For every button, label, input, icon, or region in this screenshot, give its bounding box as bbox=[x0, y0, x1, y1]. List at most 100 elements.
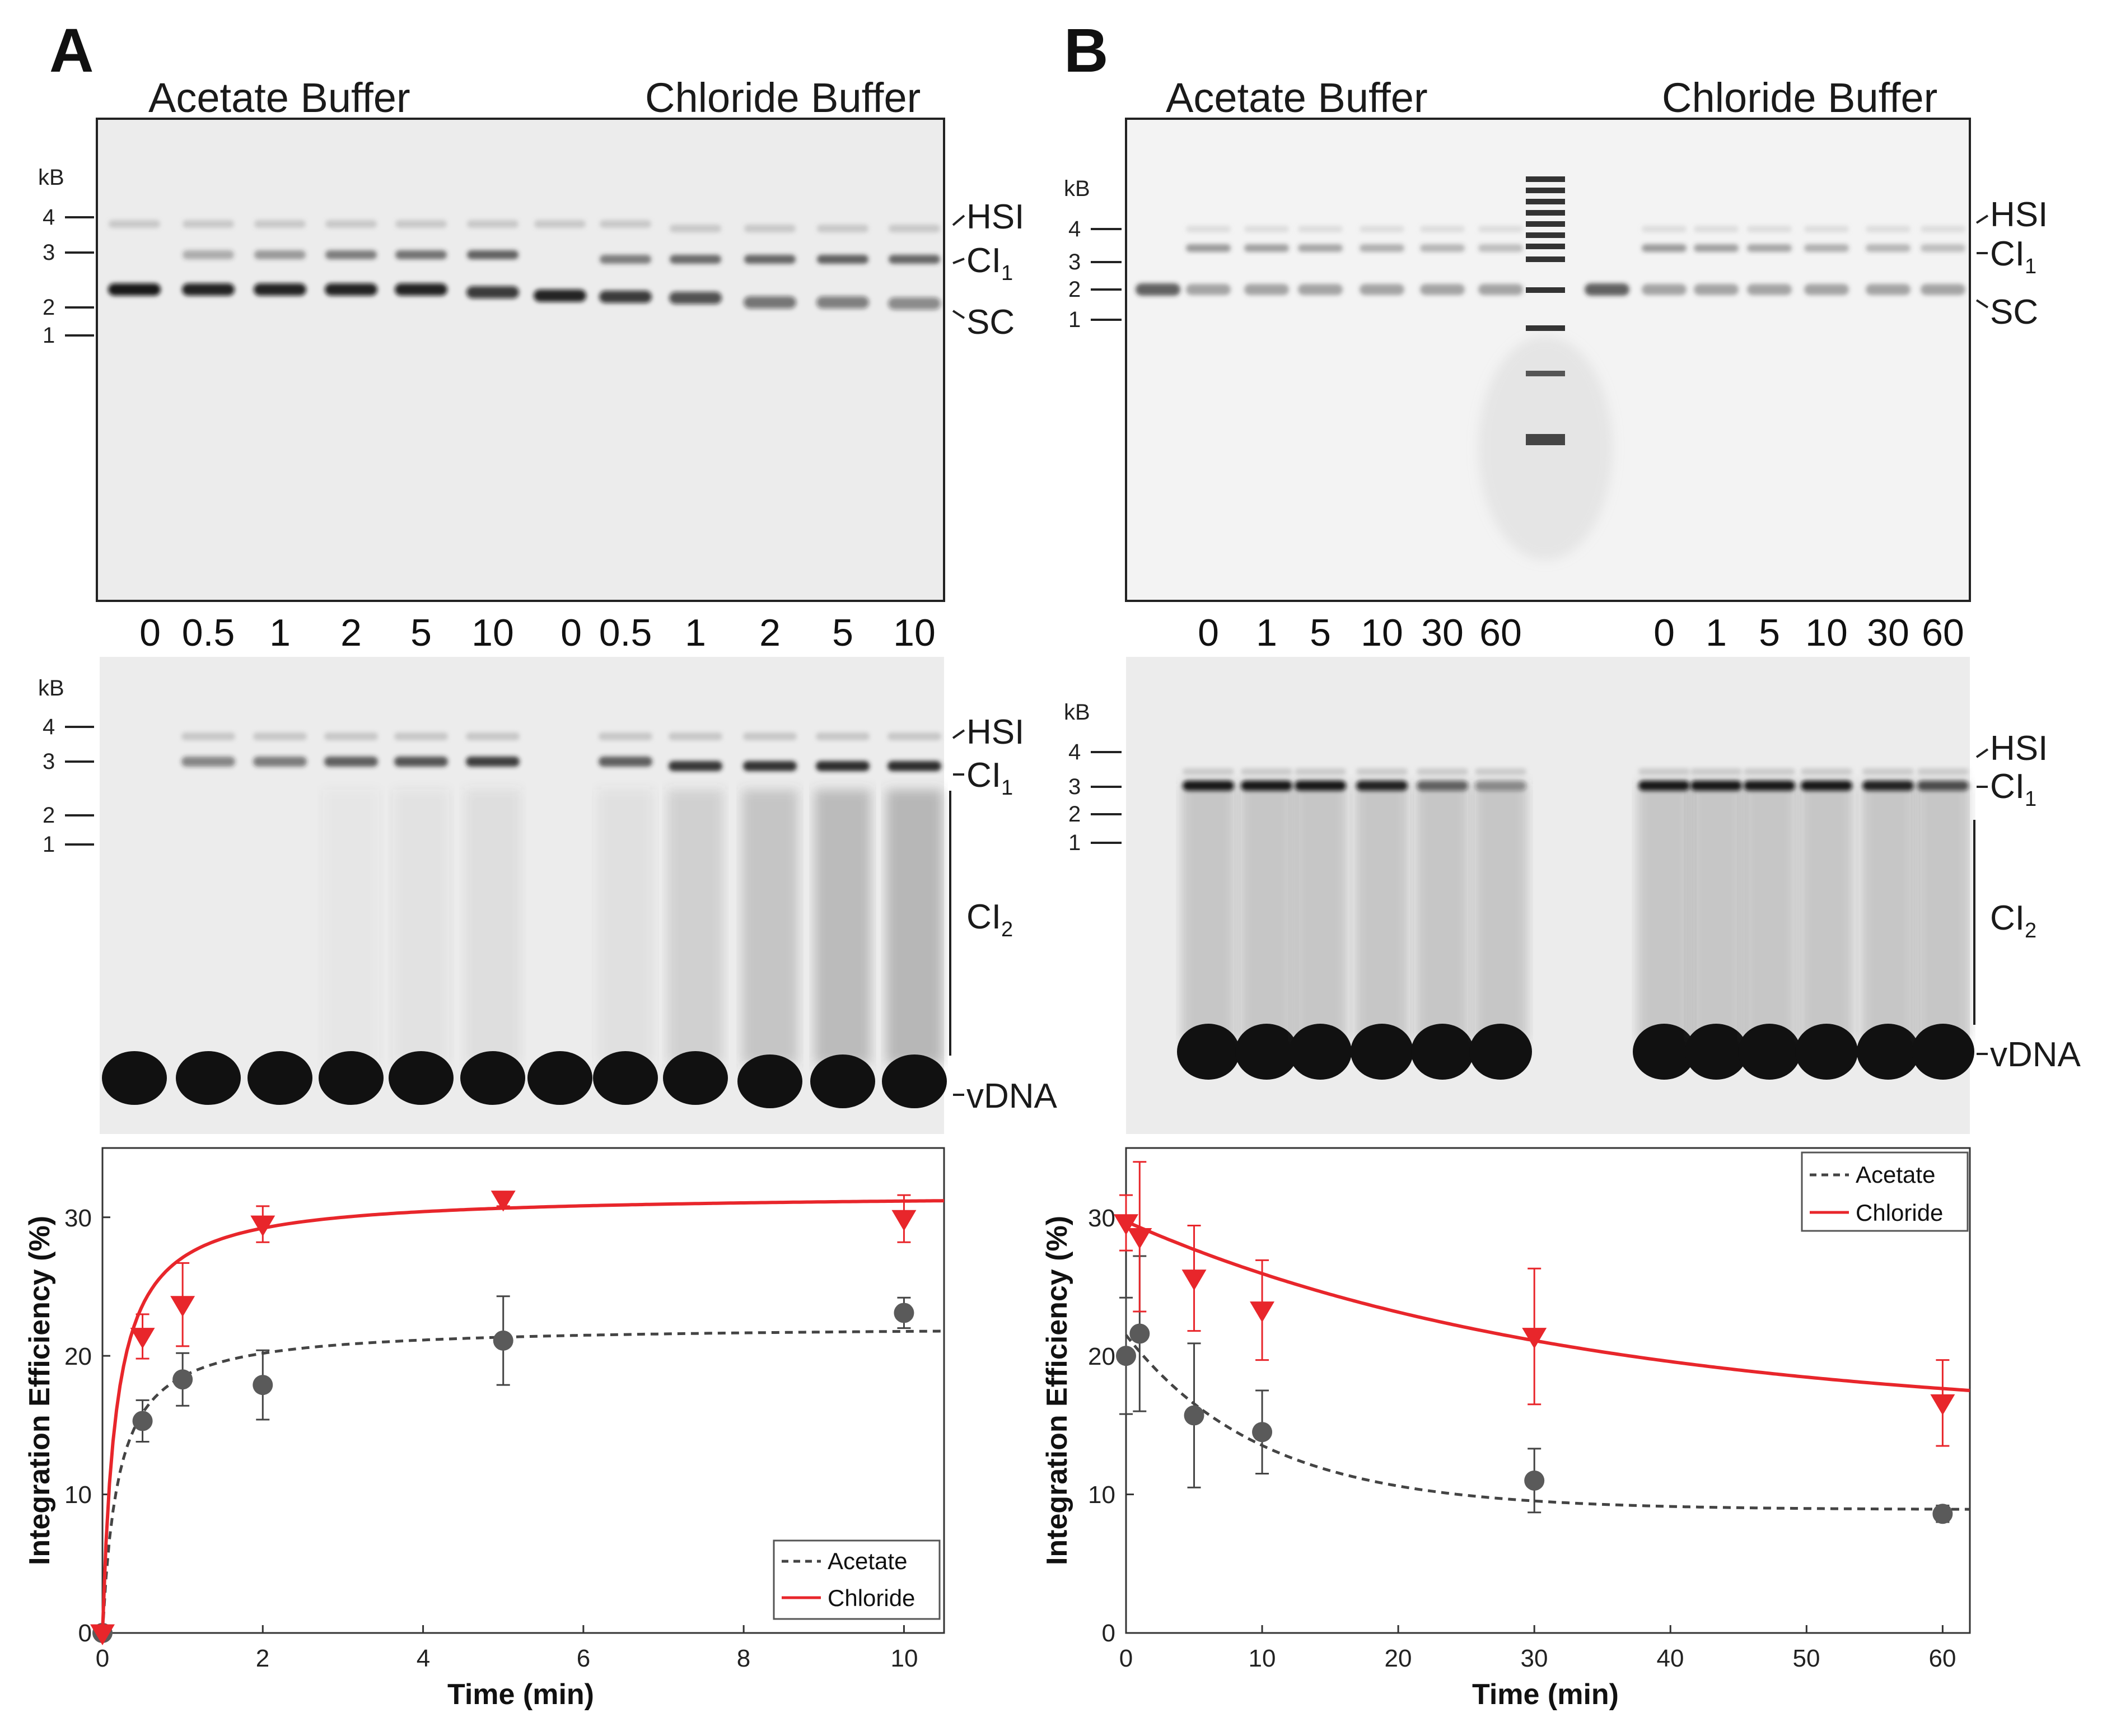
ladder-tick-4: 4 bbox=[43, 715, 55, 739]
ci2-smear bbox=[393, 790, 449, 1064]
legend-chloride: Chloride bbox=[1856, 1200, 1943, 1226]
hsi-band bbox=[1638, 768, 1690, 775]
ci1-band bbox=[253, 757, 307, 767]
band-label-ci2: CI2 bbox=[1990, 899, 2036, 942]
ladder-tick-4: 4 bbox=[1068, 740, 1081, 764]
hsi-band bbox=[743, 732, 797, 740]
x-axis-label: Time (min) bbox=[1472, 1678, 1619, 1711]
ladder-tick-1: 1 bbox=[1068, 307, 1081, 332]
hsi-band bbox=[395, 220, 447, 228]
data-point-chloride bbox=[130, 1328, 155, 1349]
sc-band bbox=[669, 292, 722, 304]
lane-label: 60 bbox=[1479, 612, 1522, 654]
data-point-chloride bbox=[90, 1624, 115, 1645]
hsi-band bbox=[1244, 226, 1289, 232]
hsi-band bbox=[670, 225, 721, 232]
gel-frame bbox=[96, 118, 945, 602]
band-label-ci1: CI1 bbox=[966, 756, 1013, 800]
gel-lanes bbox=[108, 220, 941, 310]
ladder-tick-1: 1 bbox=[1068, 830, 1081, 855]
gel-lanes bbox=[1136, 176, 1965, 560]
x-tick-label: 40 bbox=[1657, 1645, 1684, 1672]
hsi-band bbox=[183, 220, 234, 228]
band-label-hsi: HSI bbox=[966, 198, 1024, 236]
sc-band bbox=[1747, 284, 1792, 295]
sc-band bbox=[254, 283, 306, 296]
lane-label: 5 bbox=[410, 612, 432, 654]
vdna-band bbox=[319, 1051, 384, 1105]
ladder-tick-1: 1 bbox=[43, 323, 55, 348]
hsi-band bbox=[1478, 226, 1523, 232]
x-ticks: 0 2 4 6 8 10 bbox=[96, 1645, 918, 1672]
lane-label: 0 bbox=[1653, 612, 1675, 654]
data-point-acetate bbox=[1524, 1470, 1545, 1491]
vdna-band bbox=[1351, 1024, 1413, 1080]
ci2-smear bbox=[1861, 784, 1915, 1042]
ci2-smear bbox=[1293, 784, 1347, 1042]
data-point-acetate bbox=[172, 1369, 193, 1390]
ci2-smear bbox=[1916, 784, 1970, 1042]
y-tick-label: 0 bbox=[1102, 1620, 1115, 1647]
band-label-hsi: HSI bbox=[1990, 195, 2048, 234]
panel-a-header-acetate: Acetate Buffer bbox=[148, 74, 410, 121]
panel-b-chart: Integration Efficiency (%) Time (min) 0 … bbox=[1041, 1147, 1971, 1711]
ci1-band bbox=[670, 255, 721, 264]
hsi-band bbox=[1417, 768, 1468, 775]
data-point-acetate bbox=[1932, 1504, 1953, 1524]
ladder-ticks: 4 3 2 1 bbox=[43, 715, 94, 857]
ci2-smear bbox=[465, 790, 521, 1064]
ci1-band bbox=[1356, 781, 1408, 791]
data-point-acetate bbox=[1252, 1422, 1273, 1443]
ci2-smear bbox=[667, 790, 723, 1064]
sc-band bbox=[1642, 284, 1687, 295]
ladder-tick-3: 3 bbox=[1068, 774, 1081, 799]
x-tick-label: 50 bbox=[1793, 1645, 1820, 1672]
legend-acetate: Acetate bbox=[1856, 1161, 1935, 1188]
band-labels: HSI CI1 SC bbox=[952, 198, 1024, 342]
sc-band bbox=[108, 283, 161, 296]
panel-b-header-acetate: Acetate Buffer bbox=[1166, 74, 1428, 121]
lane-label: 1 bbox=[269, 612, 291, 654]
vdna-band bbox=[1235, 1024, 1298, 1080]
ci1-band bbox=[1694, 244, 1739, 252]
ladder-ticks: 4 3 2 1 bbox=[1068, 217, 1122, 332]
data-point-chloride bbox=[491, 1191, 516, 1212]
sc-band bbox=[1585, 283, 1629, 296]
ci2-smear bbox=[597, 790, 653, 1064]
lane-label: 10 bbox=[893, 612, 936, 654]
ci2-smear bbox=[323, 790, 379, 1064]
hsi-band bbox=[1921, 226, 1965, 232]
legend-chloride: Chloride bbox=[828, 1585, 915, 1611]
sc-band bbox=[1420, 284, 1465, 295]
y-ticks: 0 10 20 30 bbox=[1088, 1205, 1115, 1647]
kb-unit-label: kB bbox=[38, 676, 64, 701]
x-tick-label: 0 bbox=[1119, 1645, 1133, 1672]
band-label-sc: SC bbox=[1990, 293, 2038, 332]
ladder-tick-3: 3 bbox=[1068, 250, 1081, 274]
ladder-band bbox=[1526, 210, 1565, 216]
ci1-band bbox=[1360, 244, 1404, 252]
y-tick-label: 30 bbox=[64, 1205, 92, 1232]
data-point-acetate bbox=[894, 1303, 914, 1323]
ladder-band bbox=[1526, 199, 1565, 204]
vdna-band bbox=[527, 1051, 592, 1105]
ci1-band bbox=[1417, 781, 1468, 791]
lane-label: 2 bbox=[759, 612, 781, 654]
panel-a-chart: Integration Efficiency (%) Time (min) 0 … bbox=[24, 1147, 945, 1711]
hsi-band bbox=[1744, 768, 1795, 775]
ci1-band bbox=[744, 255, 796, 264]
ci1-band bbox=[1183, 781, 1234, 791]
band-labels: HSI CI1 SC bbox=[1975, 195, 2048, 332]
lane-label: 0 bbox=[560, 612, 582, 654]
series-acetate bbox=[1116, 1255, 1970, 1524]
y-tick-label: 30 bbox=[1088, 1205, 1115, 1232]
kb-unit-label: kB bbox=[38, 165, 64, 190]
sc-band bbox=[1186, 284, 1231, 295]
sc-band bbox=[534, 290, 586, 302]
panel-b-bottom-gel: kB 4 3 2 1 HSI CI1 CI2 vDNA bbox=[1064, 657, 2081, 1134]
ci2-smear bbox=[1416, 784, 1469, 1042]
ci1-band bbox=[599, 757, 652, 767]
ladder-band bbox=[1526, 325, 1565, 331]
ci1-band bbox=[1804, 244, 1849, 252]
ladder-band bbox=[1526, 232, 1565, 238]
